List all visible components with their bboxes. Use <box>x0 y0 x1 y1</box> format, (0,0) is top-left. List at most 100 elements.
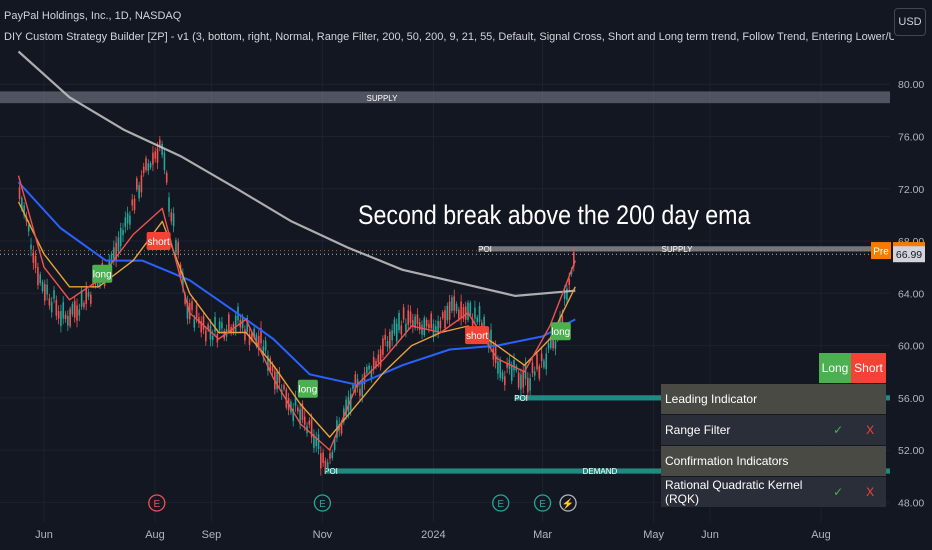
candle-body <box>90 294 92 304</box>
candle-body <box>559 317 561 323</box>
candle-body <box>513 360 515 371</box>
candle-body <box>478 306 481 322</box>
zone-label: SUPPLY <box>662 245 694 254</box>
candle-body <box>136 178 138 190</box>
candle-body <box>142 166 145 173</box>
cross-icon: X <box>866 485 875 499</box>
candle-body <box>497 361 499 374</box>
candle-body <box>439 320 442 329</box>
candle-body <box>313 434 315 449</box>
y-tick-label: 48.00 <box>898 497 924 509</box>
candle-body <box>301 403 304 421</box>
candle-body <box>76 305 78 321</box>
candle-body <box>186 301 189 319</box>
candle-body <box>352 384 354 389</box>
candle-body <box>391 330 393 341</box>
candle-body <box>529 378 531 391</box>
signal-label: short <box>466 331 488 342</box>
candle-body <box>524 364 527 379</box>
event-marker <box>533 494 552 512</box>
candle-body <box>425 319 428 327</box>
candle-body <box>527 377 529 393</box>
event-label: E <box>319 499 326 510</box>
candle-body <box>317 434 320 449</box>
long-signal <box>297 379 318 398</box>
candle-body <box>207 324 209 330</box>
last-price-badge <box>893 246 925 263</box>
candle-body <box>39 274 42 284</box>
candle-body <box>48 298 51 306</box>
candle-body <box>315 437 318 446</box>
candle-body <box>113 247 115 259</box>
candle-body <box>455 304 458 312</box>
cross-icon: X <box>866 423 875 437</box>
candle-body <box>333 438 336 450</box>
candle-body <box>377 354 380 363</box>
indicator-legend[interactable]: DIY Custom Strategy Builder [ZP] - v1 (3… <box>4 31 894 43</box>
supply-zone-recent <box>480 246 890 252</box>
candle-body <box>421 324 423 335</box>
candle-body <box>566 288 568 301</box>
zone-label: POI <box>478 245 492 254</box>
candle-body <box>476 317 479 323</box>
candle-body <box>34 255 37 268</box>
candle-body <box>30 244 32 250</box>
candle-body <box>504 376 506 386</box>
zone-label: POI <box>324 467 338 476</box>
candle-body <box>44 284 46 301</box>
candle-body <box>241 318 244 329</box>
candle-body <box>379 349 382 367</box>
candle-body <box>517 372 520 388</box>
x-tick-label: Jun <box>701 529 719 541</box>
pre-badge <box>871 242 891 260</box>
check-icon: ✓ <box>833 485 844 499</box>
candle-body <box>69 308 71 327</box>
candle-body <box>303 416 306 425</box>
candle-body <box>202 316 205 330</box>
candle-body <box>172 213 175 227</box>
ema-200-line <box>17 50 576 297</box>
candle-body <box>262 346 265 356</box>
candle-body <box>359 388 361 396</box>
candle-body <box>27 225 30 232</box>
ema-orange-line <box>17 201 576 438</box>
zone-label: POI <box>514 394 528 403</box>
candle-body <box>138 185 140 199</box>
y-tick-label: 72.00 <box>898 184 924 196</box>
candle-body <box>248 334 251 345</box>
candle-body <box>412 320 414 327</box>
table-header-long: Long <box>819 353 851 383</box>
candle-body <box>538 366 541 379</box>
candle-body <box>326 462 329 469</box>
candle-body <box>389 331 391 349</box>
candle-body <box>494 345 497 364</box>
candle-body <box>329 453 331 459</box>
x-tick-label: Mar <box>533 529 552 541</box>
candle-body <box>62 302 65 319</box>
candle-body <box>345 399 347 417</box>
candle-body <box>253 328 255 338</box>
candle-body <box>297 407 299 412</box>
candle-body <box>32 252 35 263</box>
candle-body <box>159 139 161 148</box>
candle-body <box>269 358 272 372</box>
candle-body <box>149 163 152 168</box>
candle-body <box>140 175 143 193</box>
event-label: E <box>539 499 546 510</box>
candle-body <box>184 294 186 304</box>
candle-body <box>409 311 412 323</box>
candle-body <box>251 332 253 341</box>
candle-body <box>490 329 492 347</box>
candle-body <box>547 343 550 349</box>
currency-button[interactable]: USD <box>894 8 926 36</box>
long-signal <box>92 264 113 283</box>
candle-body <box>446 305 449 321</box>
y-tick-label: 80.00 <box>898 79 924 91</box>
candle-body <box>430 313 433 329</box>
candle-body <box>73 301 76 318</box>
candle-body <box>278 373 281 383</box>
candle-body <box>53 290 55 299</box>
candle-body <box>349 393 352 411</box>
candle-body <box>23 205 25 216</box>
